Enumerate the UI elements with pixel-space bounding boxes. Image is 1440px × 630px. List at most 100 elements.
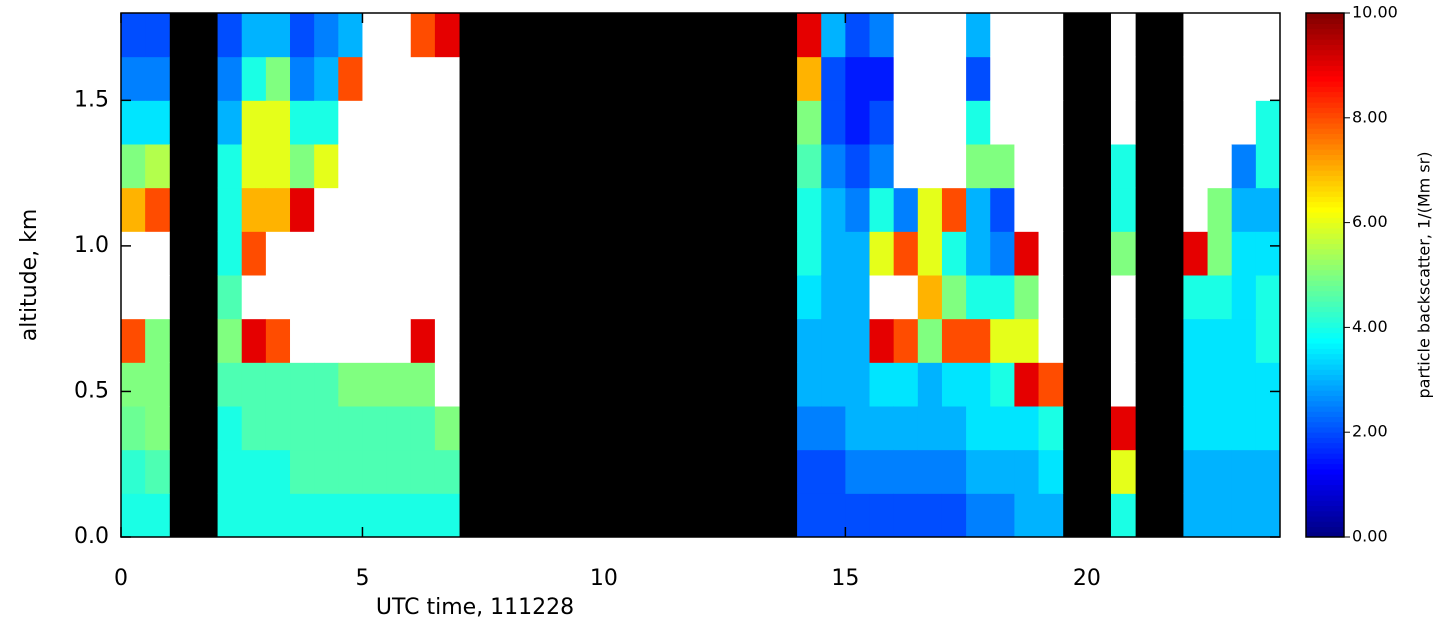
heat-cell (1183, 318, 1209, 363)
heatmap (121, 13, 1281, 538)
heat-cell (362, 275, 388, 320)
heat-cell (265, 144, 291, 189)
heat-cell (265, 231, 291, 276)
colorbar-swatch (1306, 416, 1344, 423)
heat-cell (290, 493, 315, 538)
heat-cell (338, 449, 363, 494)
colorbar-swatch (1306, 164, 1344, 171)
y-tick-label: 0.0 (74, 524, 109, 549)
colorbar-swatch (1306, 353, 1344, 360)
heat-cell (1255, 493, 1281, 538)
heat-cell (869, 493, 895, 538)
colorbar-swatch (1306, 217, 1344, 224)
y-tick-label: 1.0 (74, 233, 109, 258)
heat-cell (241, 318, 267, 363)
heat-cell (845, 231, 871, 276)
colorbar-swatch (1306, 510, 1344, 517)
colorbar-swatch (1306, 332, 1344, 339)
colorbar-swatch (1306, 463, 1344, 470)
colorbar-swatch (1306, 185, 1344, 192)
heat-cell (217, 406, 243, 451)
heat-cell (990, 318, 1015, 363)
heat-cell (869, 13, 895, 58)
heat-cell (217, 318, 243, 363)
heat-cell (821, 13, 846, 58)
colorbar-swatch (1306, 322, 1344, 328)
colorbar-swatch (1306, 406, 1344, 412)
heat-cell (386, 56, 412, 101)
colorbar-swatch (1306, 531, 1344, 538)
heat-cell (966, 362, 991, 407)
colorbar-swatch (1306, 23, 1344, 30)
heat-cell (797, 100, 822, 145)
heat-cell (145, 100, 170, 145)
colorbar-swatch (1306, 49, 1344, 56)
heat-cell (121, 144, 146, 189)
heat-cell (1014, 100, 1040, 145)
heat-cell (966, 56, 991, 101)
heat-cell (241, 231, 267, 276)
heat-cell (1110, 449, 1136, 494)
colorbar-swatch (1306, 411, 1344, 417)
heat-cell (917, 231, 943, 276)
heat-cell (917, 56, 943, 101)
heat-cell (1183, 144, 1209, 189)
colorbar-swatch (1306, 301, 1344, 307)
heat-cell (121, 449, 146, 494)
heat-cell (869, 231, 895, 276)
heat-cell (145, 231, 170, 276)
heat-cell (1231, 493, 1257, 538)
heat-cell (1038, 231, 1064, 276)
heat-cell (1255, 275, 1281, 320)
heat-cell (845, 144, 871, 189)
heat-cell (1183, 362, 1209, 407)
heat-cell (1110, 13, 1136, 58)
colorbar-swatch (1306, 196, 1344, 203)
colorbar-swatch (1306, 107, 1344, 114)
heat-cell (893, 144, 919, 189)
heat-cell (314, 56, 339, 101)
heat-cell (821, 231, 846, 276)
heat-cell (145, 187, 170, 232)
colorbar-swatch (1306, 437, 1344, 444)
x-tick-label: 20 (1073, 566, 1101, 591)
heat-cell (869, 144, 895, 189)
heat-cell (290, 187, 315, 232)
heat-cell (893, 187, 919, 232)
colorbar-swatch (1306, 91, 1344, 98)
heat-cell (410, 144, 436, 189)
colorbar-swatch (1306, 348, 1344, 355)
heat-cell (338, 13, 363, 58)
heat-cell (917, 144, 943, 189)
heat-cell (797, 493, 822, 538)
x-tick-label: 5 (355, 566, 369, 591)
heat-cell (338, 362, 363, 407)
heat-cell (1255, 100, 1281, 145)
heat-cell (1038, 318, 1064, 363)
heat-cell (845, 362, 871, 407)
heat-cell (797, 56, 822, 101)
heat-cell (265, 493, 291, 538)
heat-cell (1038, 144, 1064, 189)
heat-cell (1014, 144, 1040, 189)
heat-cell (290, 100, 315, 145)
heat-cell (386, 493, 412, 538)
colorbar-swatch (1306, 254, 1344, 260)
heat-cell (121, 275, 146, 320)
heat-cell (121, 231, 146, 276)
heat-cell (338, 187, 363, 232)
heat-cell (845, 449, 871, 494)
heat-cell (797, 318, 822, 363)
heat-cell (386, 144, 412, 189)
heat-cell (314, 187, 339, 232)
colorbar-swatch (1306, 390, 1344, 397)
heat-cell (362, 56, 388, 101)
heat-cell (314, 100, 339, 145)
heat-cell (217, 56, 243, 101)
heat-cell (821, 318, 846, 363)
heat-cell (966, 187, 991, 232)
heat-cell (1207, 493, 1233, 538)
heat-cell (869, 56, 895, 101)
heat-cell (917, 493, 943, 538)
colorbar-tick-label: 4.00 (1352, 317, 1388, 336)
